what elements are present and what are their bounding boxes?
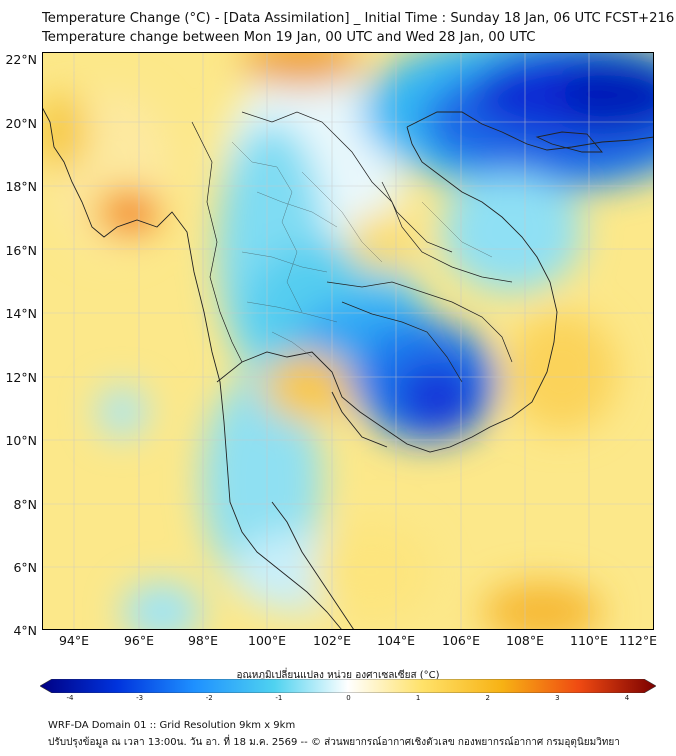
colorbar-tick-label: -3 bbox=[136, 694, 144, 702]
lon-tick-label: 104°E bbox=[376, 633, 416, 648]
footer-model-info: WRF-DA Domain 01 :: Grid Resolution 9km … bbox=[48, 720, 296, 731]
temperature-change-map[interactable] bbox=[42, 52, 654, 630]
map-subtitle: Temperature change between Mon 19 Jan, 0… bbox=[42, 30, 536, 45]
colorbar-tick-label: 3 bbox=[555, 694, 560, 702]
province-borders bbox=[231, 141, 493, 358]
colorbar-tick-label: -4 bbox=[66, 694, 74, 702]
map-title: Temperature Change (°C) - [Data Assimila… bbox=[42, 11, 675, 26]
colorbar bbox=[40, 679, 656, 693]
lat-tick-label: 10°N bbox=[5, 433, 37, 448]
lat-tick-label: 20°N bbox=[5, 116, 37, 131]
lon-tick-label: 112°E bbox=[618, 633, 658, 648]
lat-tick-label: 4°N bbox=[13, 623, 37, 638]
lon-tick-label: 110°E bbox=[569, 633, 609, 648]
colorbar-tick-label: -2 bbox=[205, 694, 213, 702]
lat-tick-label: 6°N bbox=[13, 560, 37, 575]
lat-tick-label: 16°N bbox=[5, 243, 37, 258]
lat-tick-label: 22°N bbox=[5, 52, 37, 67]
lon-tick-label: 106°E bbox=[441, 633, 481, 648]
lat-tick-label: 12°N bbox=[5, 370, 37, 385]
map-canvas bbox=[42, 52, 654, 630]
lon-tick-label: 102°E bbox=[312, 633, 352, 648]
country-borders bbox=[191, 111, 513, 383]
lon-tick-label: 108°E bbox=[505, 633, 545, 648]
coastlines bbox=[42, 106, 654, 630]
colorbar-tick-label: -1 bbox=[275, 694, 283, 702]
colorbar-tick-label: 4 bbox=[624, 694, 630, 702]
map-border bbox=[42, 52, 654, 630]
lon-tick-label: 94°E bbox=[58, 633, 90, 648]
colorbar-tick-label: 2 bbox=[485, 694, 490, 702]
colorbar-label: อุณหภูมิเปลี่ยนแปลง หน่วย องศาเซลเซียส (… bbox=[236, 670, 440, 681]
lon-tick-label: 98°E bbox=[187, 633, 219, 648]
footer-update-info: ปรับปรุงข้อมูล ณ เวลา 13:00น. วัน อา. ที… bbox=[48, 737, 620, 748]
colorbar-gradient bbox=[40, 679, 656, 693]
colorbar-tick-label: 0 bbox=[346, 694, 351, 702]
lon-tick-label: 96°E bbox=[123, 633, 155, 648]
lat-tick-label: 14°N bbox=[5, 306, 37, 321]
lat-tick-label: 8°N bbox=[13, 497, 37, 512]
colorbar-tick-label: 1 bbox=[415, 694, 421, 702]
gridlines bbox=[42, 52, 654, 630]
lat-tick-label: 18°N bbox=[5, 179, 37, 194]
lon-tick-label: 100°E bbox=[247, 633, 287, 648]
